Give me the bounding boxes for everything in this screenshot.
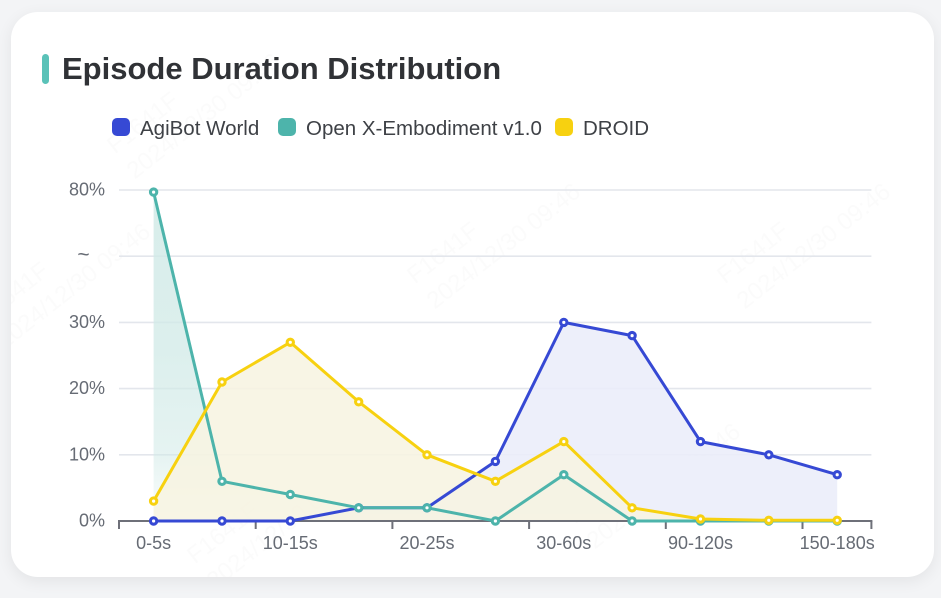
svg-text:30%: 30% [69, 312, 105, 332]
svg-text:20-25s: 20-25s [399, 533, 454, 553]
svg-text:0-5s: 0-5s [136, 533, 171, 553]
svg-text:150-180s: 150-180s [800, 533, 875, 553]
svg-text:10-15s: 10-15s [263, 533, 318, 553]
svg-text:10%: 10% [69, 444, 105, 464]
svg-text:90-120s: 90-120s [668, 533, 733, 553]
svg-text:20%: 20% [69, 378, 105, 398]
svg-text:30-60s: 30-60s [536, 533, 591, 553]
svg-text:~: ~ [77, 244, 89, 267]
svg-text:80%: 80% [69, 180, 105, 200]
svg-text:0%: 0% [79, 511, 105, 531]
